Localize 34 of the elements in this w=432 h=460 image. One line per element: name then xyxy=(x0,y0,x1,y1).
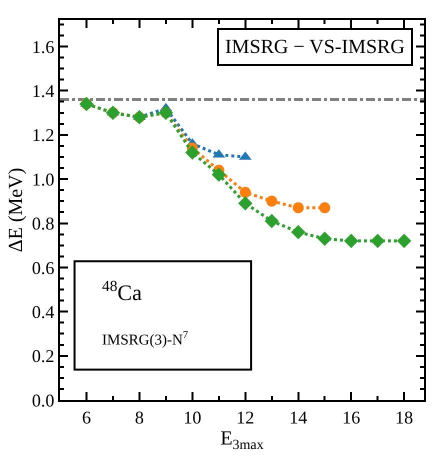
x-axis-title: E$_{3max}$ xyxy=(220,428,264,453)
point xyxy=(318,232,332,246)
y-tick-label: 1.2 xyxy=(32,125,54,146)
annotation: IMSRG − VS-IMSRG xyxy=(225,36,405,58)
point xyxy=(264,214,279,228)
x-tick-label: 16 xyxy=(342,408,360,428)
annotation: $^{48}$Ca xyxy=(102,278,142,306)
y-tick-label: 1.0 xyxy=(32,169,54,190)
point xyxy=(240,186,251,198)
y-axis-title: ΔE (MeV) xyxy=(4,168,27,252)
point xyxy=(266,196,278,207)
y-tick-label: 0.6 xyxy=(32,258,54,278)
y-tick-label: 0.4 xyxy=(32,302,54,322)
y-tick-label: 0.8 xyxy=(32,214,54,234)
x-tick-label: 18 xyxy=(395,408,414,428)
point xyxy=(212,168,226,182)
point xyxy=(397,234,412,248)
point xyxy=(319,202,330,214)
x-tick-label: 12 xyxy=(236,408,254,428)
point xyxy=(185,145,200,160)
point xyxy=(291,224,306,240)
x-tick-label: 8 xyxy=(134,408,144,428)
point xyxy=(344,234,358,248)
x-tick-label: 6 xyxy=(82,408,91,428)
point xyxy=(238,196,252,211)
x-tick-label: 14 xyxy=(289,408,308,428)
point xyxy=(292,202,304,214)
y-tick-label: 1.6 xyxy=(32,36,54,57)
y-tick-label: 0.0 xyxy=(32,390,54,410)
y-tick-label: 0.2 xyxy=(32,346,54,366)
point xyxy=(370,234,385,248)
annotation: IMSRG(3)-N$^{7}$ xyxy=(102,330,188,348)
y-tick-label: 1.4 xyxy=(32,81,54,101)
x-tick-label: 10 xyxy=(183,408,202,428)
